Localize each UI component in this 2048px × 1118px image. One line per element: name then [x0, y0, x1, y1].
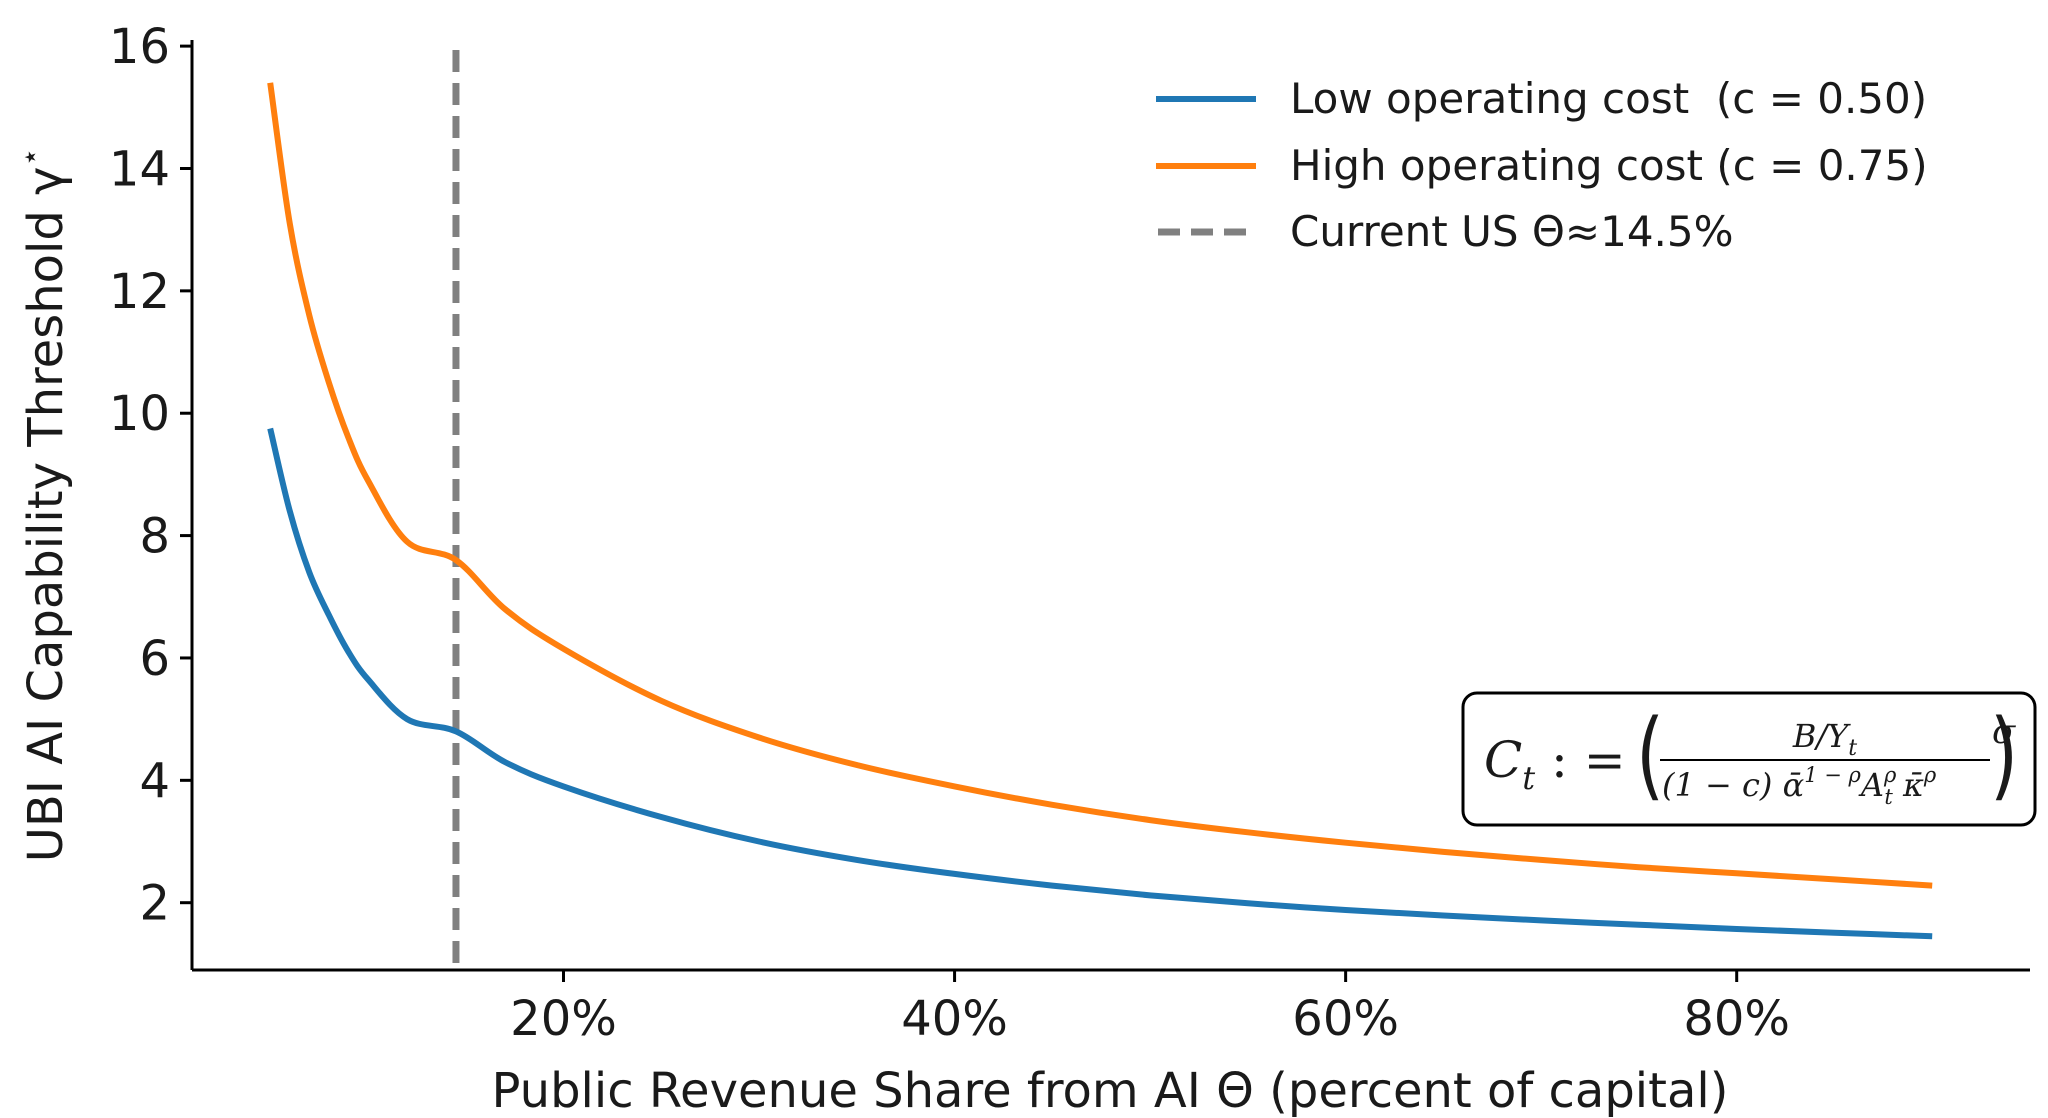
formula-den-mid: A — [1858, 766, 1884, 804]
x-tick-label: 40% — [901, 991, 1008, 1047]
formula-exponent: σ — [1992, 712, 2016, 752]
x-ticks: 20% 40% 60% 80% — [510, 970, 1790, 1047]
formula-assign: : = — [1535, 731, 1641, 789]
y-tick-label: 12 — [109, 264, 170, 320]
formula-annotation: Ct : = ( B/Yt (1 − c) ᾱ1 − ρAρ t κ̄ρ ) σ — [1461, 691, 2037, 827]
formula-numerator: B/Yt — [1792, 717, 1857, 761]
x-tick-label: 60% — [1292, 991, 1399, 1047]
formula-lhs-symbol: C — [1484, 731, 1522, 789]
formula-lhs: Ct : = — [1484, 731, 1642, 797]
formula-den-sup2: ρ — [1883, 763, 1897, 787]
y-axis-title-superscript: ⋆ — [13, 148, 48, 167]
y-tick-label: 8 — [139, 509, 170, 565]
legend: Low operating cost (c = 0.50) High opera… — [1156, 74, 1928, 256]
x-tick-label: 20% — [510, 991, 617, 1047]
y-tick-label: 6 — [139, 631, 170, 687]
series-line-low-cost — [267, 427, 1933, 940]
series-group — [267, 82, 1933, 940]
y-tick-label: 10 — [109, 386, 170, 442]
formula-right-paren: ) — [1990, 700, 2018, 812]
formula-numerator-text: B/Y — [1792, 717, 1851, 755]
formula-numerator-sub: t — [1848, 736, 1857, 761]
y-ticks: 2 4 6 8 10 12 14 16 — [109, 19, 192, 932]
formula-den-sup3: ρ — [1923, 763, 1937, 787]
formula-den-kappa: κ̄ — [1893, 766, 1924, 804]
formula-den-sup1: 1 − ρ — [1804, 763, 1861, 787]
y-tick-label: 4 — [139, 753, 170, 809]
formula-den-sub: t — [1884, 785, 1893, 809]
y-tick-label: 16 — [109, 19, 170, 75]
formula-den-text: (1 − c) ᾱ — [1662, 766, 1804, 804]
y-axis-title: UBI AI Capability Threshold γ⋆ — [13, 148, 74, 863]
series-line-high-cost — [267, 82, 1933, 889]
formula-lhs-sub: t — [1522, 759, 1535, 797]
formula-left-paren: ( — [1636, 700, 1664, 812]
formula-denominator: (1 − c) ᾱ1 − ρAρ t κ̄ρ — [1662, 763, 1937, 809]
y-axis-title-text: UBI AI Capability Threshold γ — [18, 167, 74, 863]
legend-label-high-cost: High operating cost (c = 0.75) — [1290, 141, 1928, 190]
x-axis-title: Public Revenue Share from AI Θ (percent … — [492, 1063, 1729, 1118]
y-tick-label: 2 — [139, 876, 170, 932]
legend-label-low-cost: Low operating cost (c = 0.50) — [1290, 74, 1927, 123]
y-tick-label: 14 — [109, 141, 170, 197]
x-tick-label: 80% — [1683, 991, 1790, 1047]
legend-label-reference: Current US Θ≈14.5% — [1290, 207, 1734, 256]
